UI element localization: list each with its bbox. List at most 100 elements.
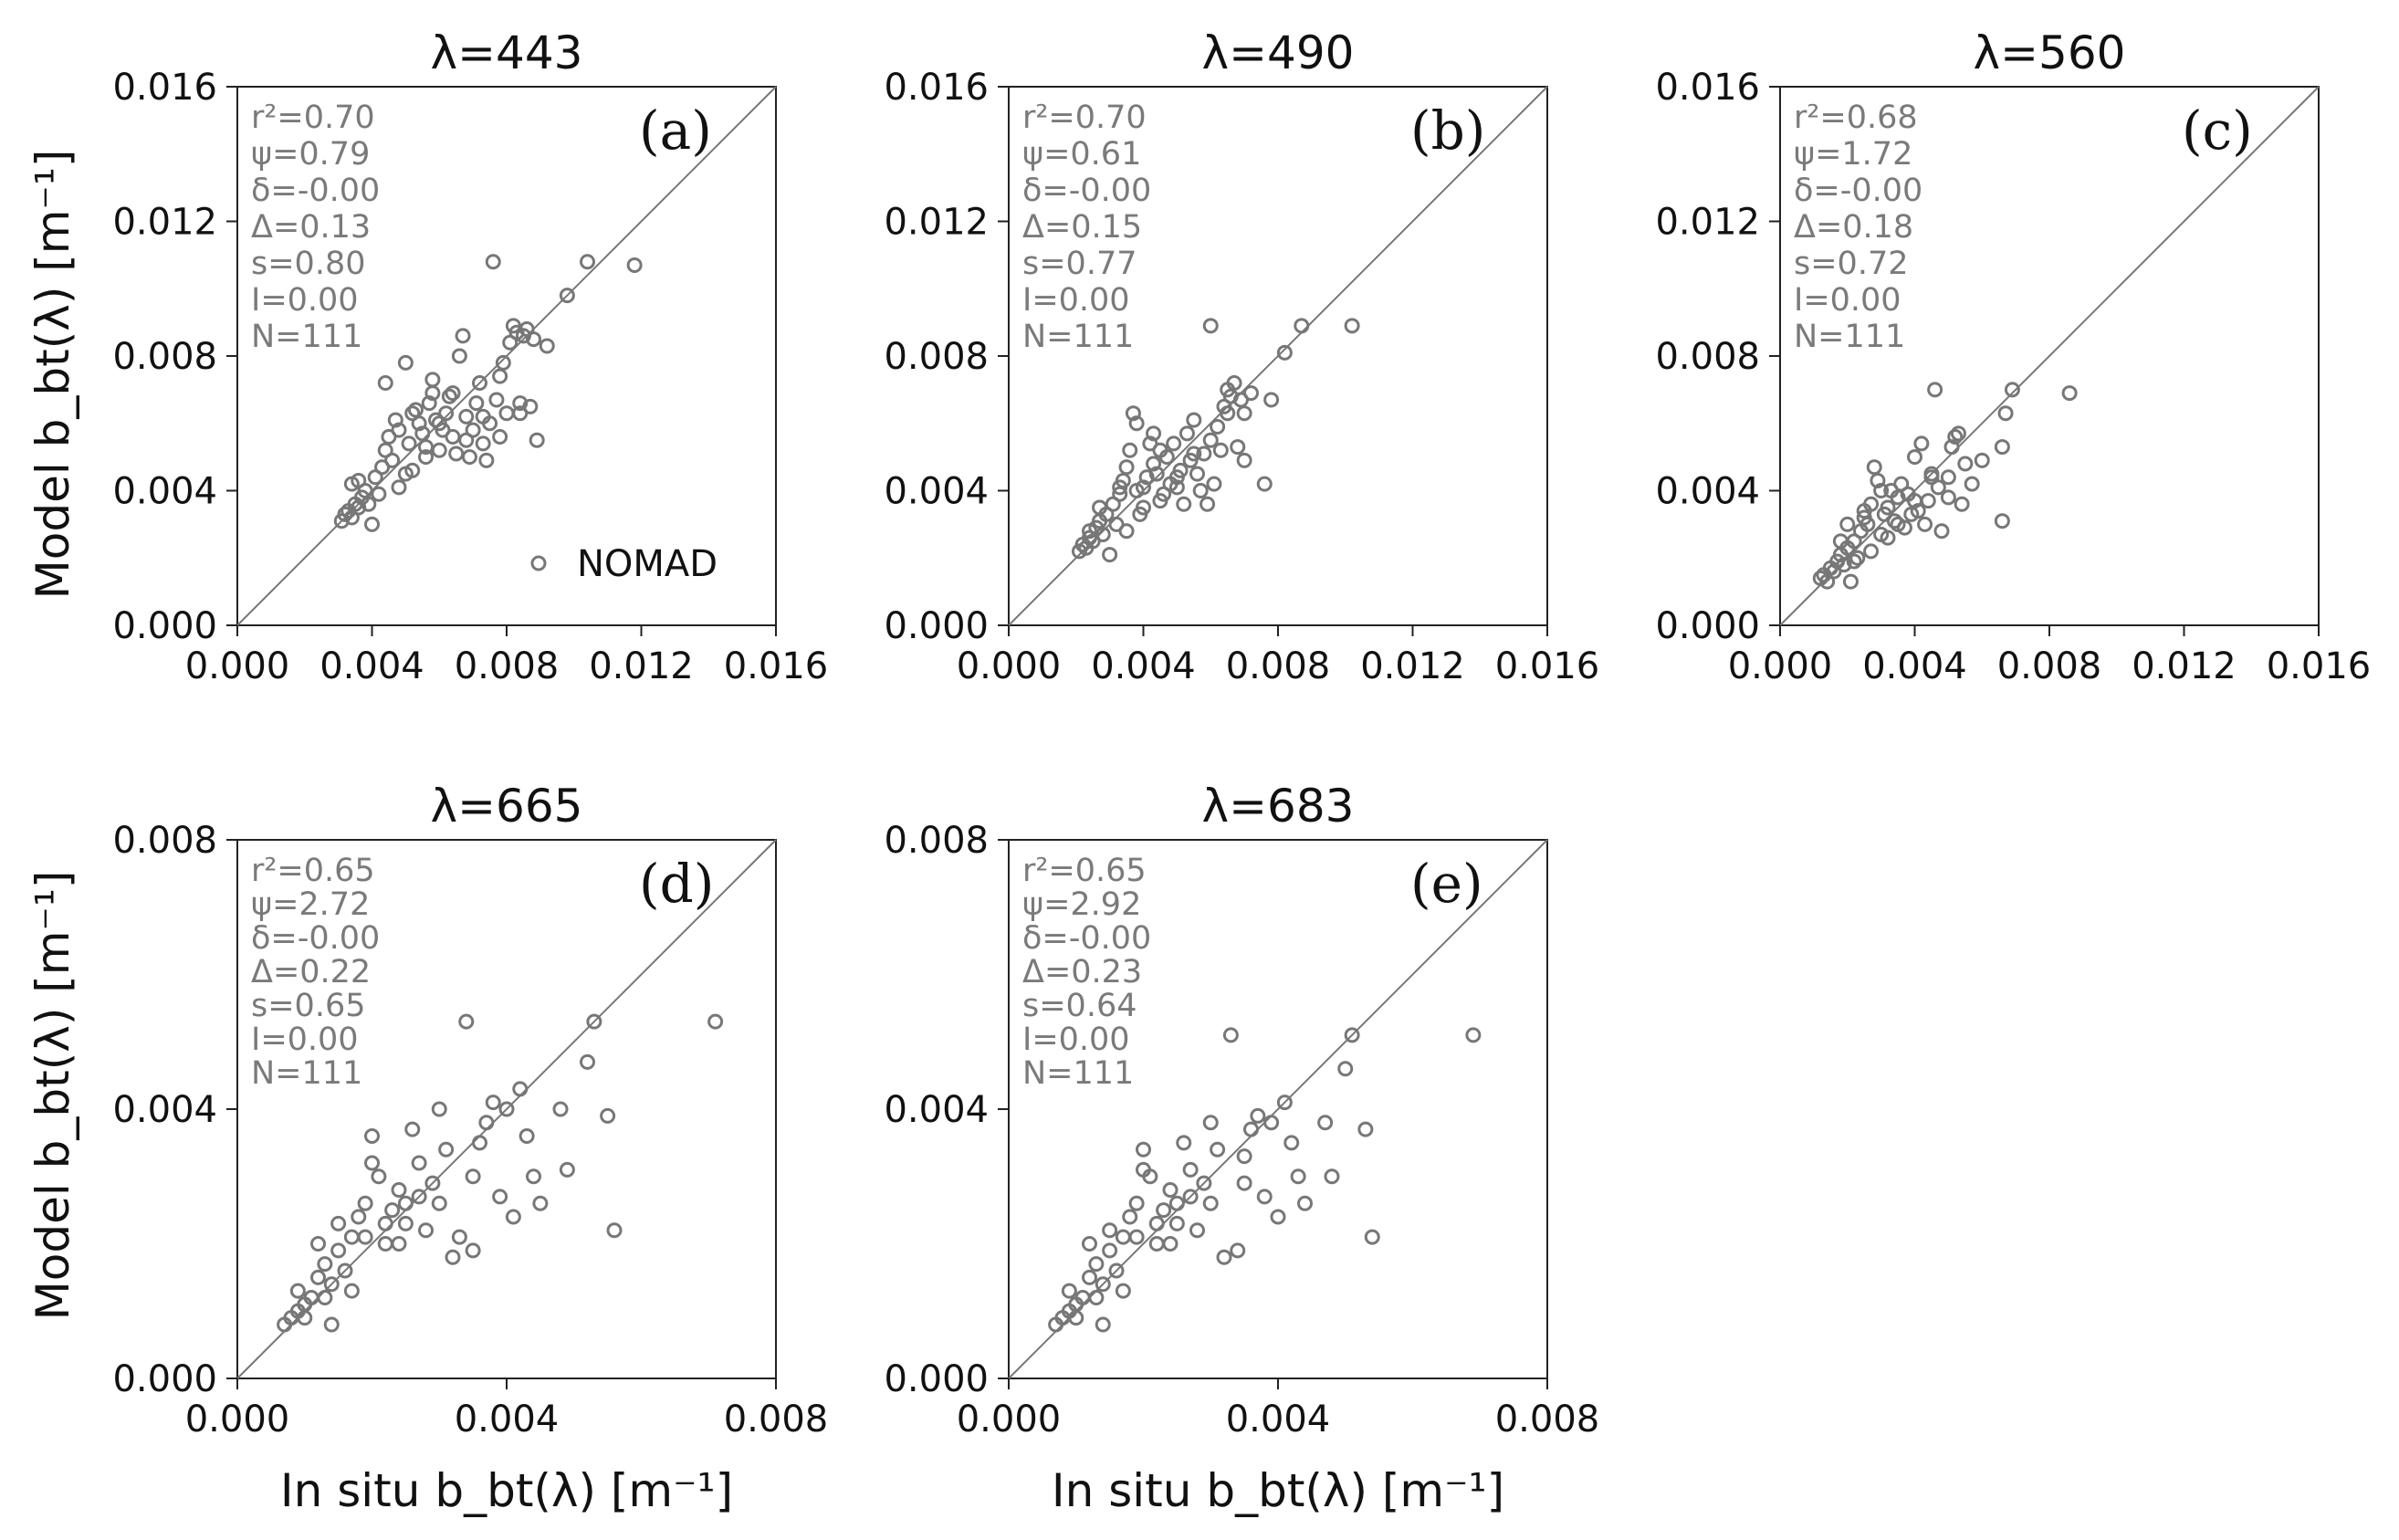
data-point: [438, 1141, 455, 1158]
panel-title: λ=443: [431, 26, 583, 79]
data-point: [1954, 496, 1970, 512]
data-point: [401, 435, 417, 452]
y-tick-label: 0.000: [112, 605, 217, 647]
data-point: [1216, 1249, 1232, 1265]
data-point: [421, 395, 437, 412]
data-point: [317, 1256, 333, 1273]
data-point: [1913, 435, 1930, 452]
data-point: [411, 1155, 427, 1171]
data-point: [519, 1128, 535, 1144]
data-point: [1923, 466, 1940, 482]
stat-line: r²=0.65: [251, 853, 375, 889]
x-tick-label: 0.000: [957, 645, 1062, 687]
data-point: [1226, 375, 1242, 391]
data-point: [465, 1242, 481, 1259]
stat-line: N=111: [1022, 1055, 1134, 1092]
data-point: [431, 442, 447, 458]
stat-line: δ=-0.00: [1022, 920, 1151, 957]
data-point: [1236, 1175, 1252, 1191]
x-tick-label: 0.000: [185, 645, 290, 687]
data-point: [391, 1236, 407, 1252]
data-point: [1907, 449, 1922, 466]
stat-line: ψ=0.61: [1022, 136, 1141, 173]
data-point: [343, 1283, 360, 1299]
stat-line: s=0.72: [1794, 246, 1909, 282]
data-point: [1294, 318, 1310, 334]
data-point: [1168, 1215, 1185, 1231]
x-tick-label: 0.004: [1862, 645, 1967, 687]
x-tick-label: 0.008: [1495, 1399, 1600, 1440]
panel-letter: (b): [1410, 100, 1485, 162]
x-tick-label: 0.016: [2267, 645, 2372, 687]
data-point: [424, 372, 441, 388]
data-point: [1186, 412, 1202, 428]
data-point: [317, 1290, 333, 1305]
data-point: [1880, 499, 1896, 516]
panel-1: λ=443 0.000 0.004 0.008 0.012 0.016 0.000 0.004…: [112, 26, 828, 687]
data-point: [586, 1013, 602, 1030]
data-point: [451, 1229, 467, 1245]
data-point: [1088, 1290, 1105, 1305]
data-point: [498, 1101, 515, 1117]
y-tick-label: 0.012: [112, 202, 217, 244]
stat-line: r²=0.68: [1794, 100, 1918, 136]
data-point: [1290, 1168, 1306, 1185]
one-to-one-line: [1779, 86, 2320, 626]
stat-line: r²=0.65: [1022, 853, 1147, 889]
data-point: [397, 1215, 414, 1231]
data-point: [1112, 479, 1128, 496]
data-point: [397, 354, 414, 371]
panel-letter: (a): [639, 100, 712, 162]
data-point: [1364, 1229, 1380, 1245]
data-point: [2004, 382, 2020, 398]
data-point: [1836, 557, 1852, 573]
data-point: [458, 408, 475, 424]
data-point: [1162, 1236, 1179, 1252]
data-point: [1230, 1242, 1246, 1259]
x-tick-label: 0.004: [455, 1399, 560, 1440]
x-tick-label: 0.008: [724, 1399, 829, 1440]
data-point: [1317, 1115, 1334, 1131]
data-point: [1068, 1310, 1084, 1326]
data-point: [475, 435, 491, 452]
data-point: [1933, 523, 1950, 540]
data-point: [343, 1229, 360, 1245]
data-point: [1890, 489, 1906, 506]
data-point: [377, 375, 393, 391]
data-point: [1136, 1161, 1151, 1178]
data-point: [1168, 479, 1185, 496]
data-point: [451, 348, 467, 364]
data-point: [458, 1013, 475, 1030]
y-tick-label: 0.008: [1655, 336, 1760, 378]
data-point: [418, 439, 434, 456]
data-point: [1182, 1189, 1199, 1205]
data-point: [495, 354, 511, 371]
data-point: [512, 1081, 529, 1097]
panels: λ=443 0.000 0.004 0.008 0.012 0.016 0.000 0.004…: [112, 26, 2371, 1440]
y-tick-label: 0.000: [1655, 605, 1760, 647]
y-tick-label: 0.016: [112, 67, 217, 109]
data-point: [559, 288, 575, 304]
data-point: [1156, 1202, 1172, 1219]
data-point: [357, 1229, 373, 1245]
data-point: [1324, 1168, 1340, 1185]
stat-line: ψ=2.92: [1022, 886, 1141, 923]
data-point: [1910, 503, 1926, 519]
data-point: [1907, 493, 1922, 509]
data-point: [1222, 388, 1239, 404]
y-axis-label-bottom: Model b_bt(λ) [m⁻¹]: [26, 871, 79, 1321]
data-point: [1236, 452, 1252, 468]
stat-line: I=0.00: [1794, 282, 1901, 319]
data-point: [323, 1316, 340, 1333]
y-tick-label: 0.000: [884, 1358, 989, 1400]
data-point: [1202, 1115, 1219, 1131]
stat-line: ψ=0.79: [251, 136, 370, 173]
data-point: [1930, 479, 1946, 496]
data-point: [1162, 1182, 1179, 1198]
data-point: [1236, 405, 1252, 422]
data-point: [1061, 1283, 1077, 1299]
data-point: [1136, 1141, 1151, 1158]
data-point: [371, 1168, 387, 1185]
data-point: [1122, 442, 1138, 458]
